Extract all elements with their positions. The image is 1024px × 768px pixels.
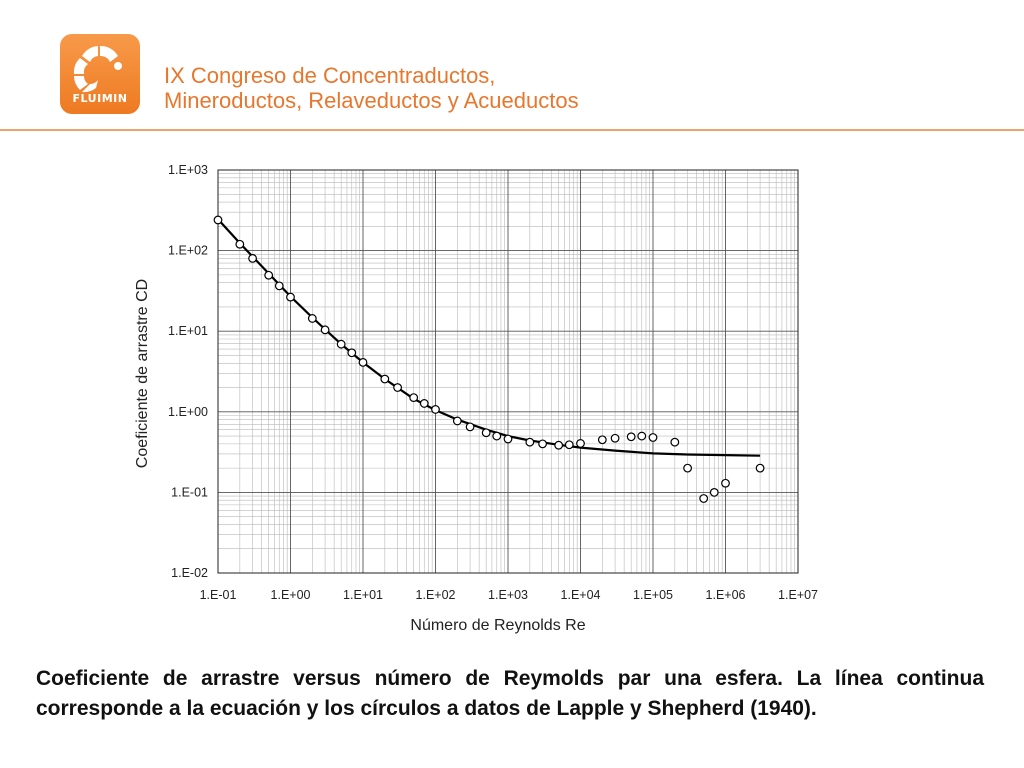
caption-line-1: Coeficiente de arrastre versus número de… xyxy=(36,667,984,690)
data-point xyxy=(597,435,607,445)
data-point xyxy=(525,437,535,447)
x-tick-label: 1.E+03 xyxy=(488,588,528,602)
major-gridlines xyxy=(217,169,799,574)
data-point xyxy=(683,463,692,473)
data-point xyxy=(452,416,462,426)
x-axis-label: Número de Reynolds Re xyxy=(410,617,585,634)
y-tick-label: 1.E+03 xyxy=(168,163,208,177)
y-tick-labels: 1.E-02 1.E-01 1.E+00 1.E+01 1.E+02 1.E+03 xyxy=(168,163,208,580)
data-point xyxy=(336,339,346,349)
x-tick-label: 1.E+05 xyxy=(633,588,673,602)
sunburst-icon xyxy=(73,45,122,93)
data-point xyxy=(320,325,330,335)
data-point xyxy=(286,292,295,302)
data-point xyxy=(503,434,513,444)
data-point xyxy=(213,215,223,225)
data-point xyxy=(554,440,564,450)
caption-line-2: corresponde a la ecuación y los círculos… xyxy=(36,697,817,720)
plot-frame xyxy=(217,169,799,574)
data-point xyxy=(409,393,419,403)
header-divider xyxy=(0,129,1024,131)
data-point xyxy=(419,399,429,408)
data-point xyxy=(380,374,390,384)
data-point xyxy=(492,431,502,441)
y-axis-label: Coeficiente de arrastre CD xyxy=(134,279,151,468)
data-point xyxy=(481,428,491,438)
title-line-2: Mineroductos, Relaveductos y Acueductos xyxy=(164,88,579,113)
data-point xyxy=(709,488,719,497)
data-point xyxy=(538,439,547,449)
series-points-group xyxy=(213,215,765,503)
data-point xyxy=(248,254,257,263)
x-tick-label: 1.E+04 xyxy=(561,588,601,602)
data-point xyxy=(576,439,585,448)
data-point xyxy=(699,494,709,503)
data-point xyxy=(465,422,475,432)
x-tick-label: 1.E+07 xyxy=(778,588,818,602)
x-tick-label: 1.E+00 xyxy=(271,588,311,602)
data-point xyxy=(755,463,765,473)
data-point xyxy=(358,358,368,367)
data-point xyxy=(626,432,636,442)
y-tick-label: 1.E-02 xyxy=(171,566,208,580)
data-point xyxy=(637,431,647,441)
fluimin-logo: FLUIMIN xyxy=(60,34,140,114)
title-line-1: IX Congreso de Concentraductos, xyxy=(164,63,496,88)
x-tick-label: 1.E+01 xyxy=(343,588,383,602)
data-point xyxy=(274,281,284,291)
x-tick-label: 1.E+06 xyxy=(706,588,746,602)
data-point xyxy=(235,239,245,249)
data-point xyxy=(307,314,317,323)
data-point xyxy=(721,478,730,488)
data-point xyxy=(347,348,357,358)
data-point xyxy=(670,437,680,447)
y-tick-label: 1.E-01 xyxy=(171,485,208,499)
drag-equation-line xyxy=(217,218,761,457)
data-point xyxy=(264,270,274,280)
slide-header: FLUIMIN IX Congreso de Concentraductos, … xyxy=(0,0,1024,132)
y-tick-label: 1.E+01 xyxy=(168,324,208,338)
data-point xyxy=(610,433,620,443)
y-tick-label: 1.E+00 xyxy=(168,405,208,419)
data-point xyxy=(564,440,574,450)
data-point xyxy=(648,433,658,442)
logo-text: FLUIMIN xyxy=(72,92,128,105)
y-tick-label: 1.E+02 xyxy=(168,244,208,258)
x-tick-label: 1.E+02 xyxy=(416,588,456,602)
conference-title: IX Congreso de Concentraductos, Minerodu… xyxy=(164,63,579,113)
series-line-group xyxy=(217,218,761,457)
data-point xyxy=(393,383,402,392)
drag-coefficient-chart: 1.E-01 1.E+00 1.E+01 1.E+02 1.E+03 1.E+04 1.E+… xyxy=(134,163,818,634)
x-tick-labels: 1.E-01 1.E+00 1.E+01 1.E+02 1.E+03 1.E+04 1.E+… xyxy=(200,588,818,602)
x-tick-label: 1.E-01 xyxy=(200,588,237,602)
data-point xyxy=(431,405,440,414)
figure-caption: Coeficiente de arrastre versus número de… xyxy=(36,664,984,724)
